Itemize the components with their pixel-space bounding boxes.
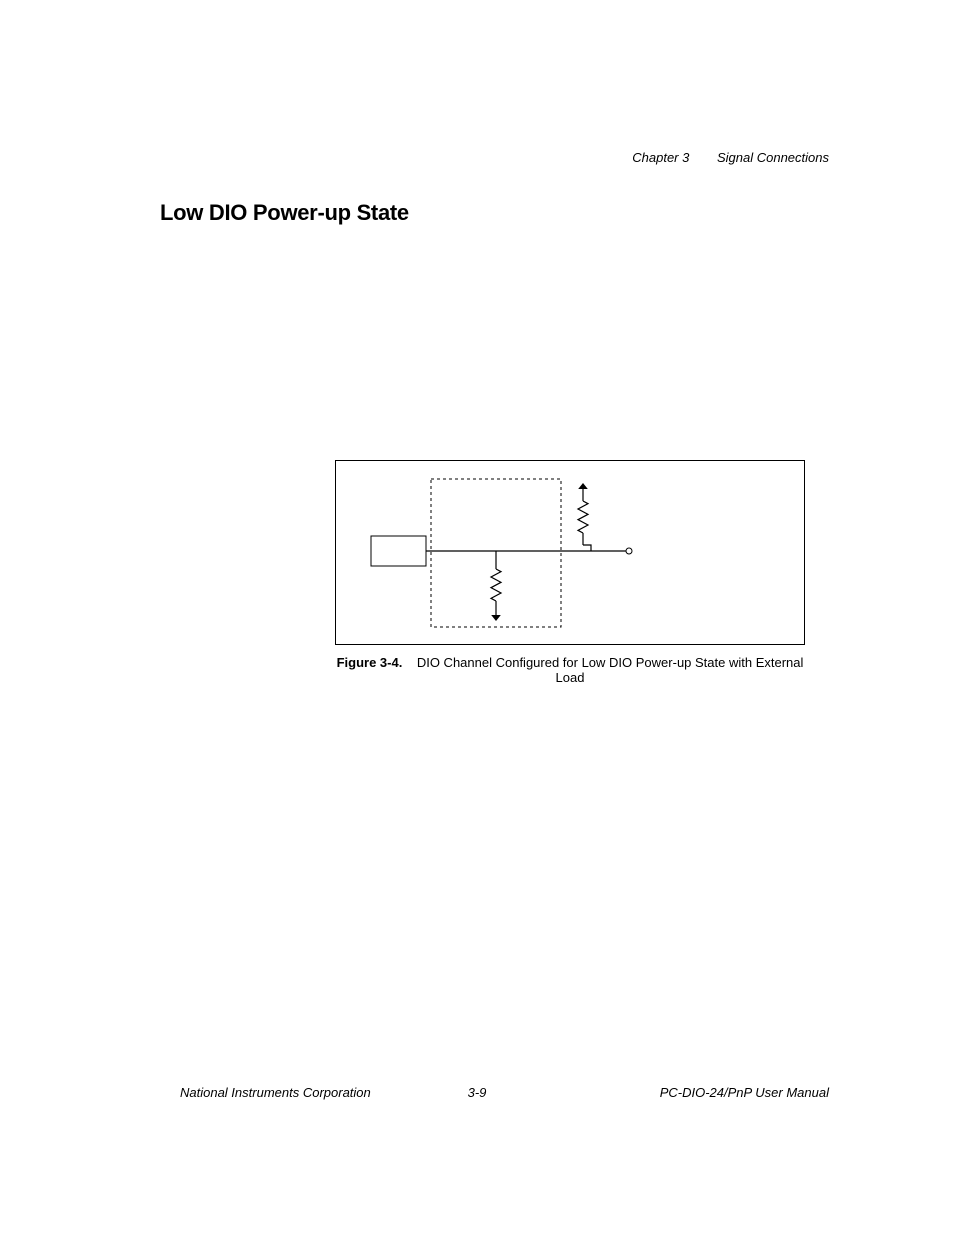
figure-caption-text: DIO Channel Configured for Low DIO Power… [417, 655, 804, 685]
header-title: Signal Connections [717, 150, 829, 165]
figure: Figure 3-4. DIO Channel Configured for L… [335, 460, 805, 685]
figure-box [335, 460, 805, 645]
schematic-svg [336, 461, 806, 646]
section-title: Low DIO Power-up State [160, 200, 409, 226]
page: Chapter 3 Signal Connections Low DIO Pow… [0, 0, 954, 1235]
figure-caption-label: Figure 3-4. [337, 655, 403, 670]
header-chapter: Chapter 3 [632, 150, 689, 165]
running-header: Chapter 3 Signal Connections [632, 150, 829, 165]
figure-caption: Figure 3-4. DIO Channel Configured for L… [335, 655, 805, 685]
footer-right: PC-DIO-24/PnP User Manual [660, 1085, 829, 1100]
